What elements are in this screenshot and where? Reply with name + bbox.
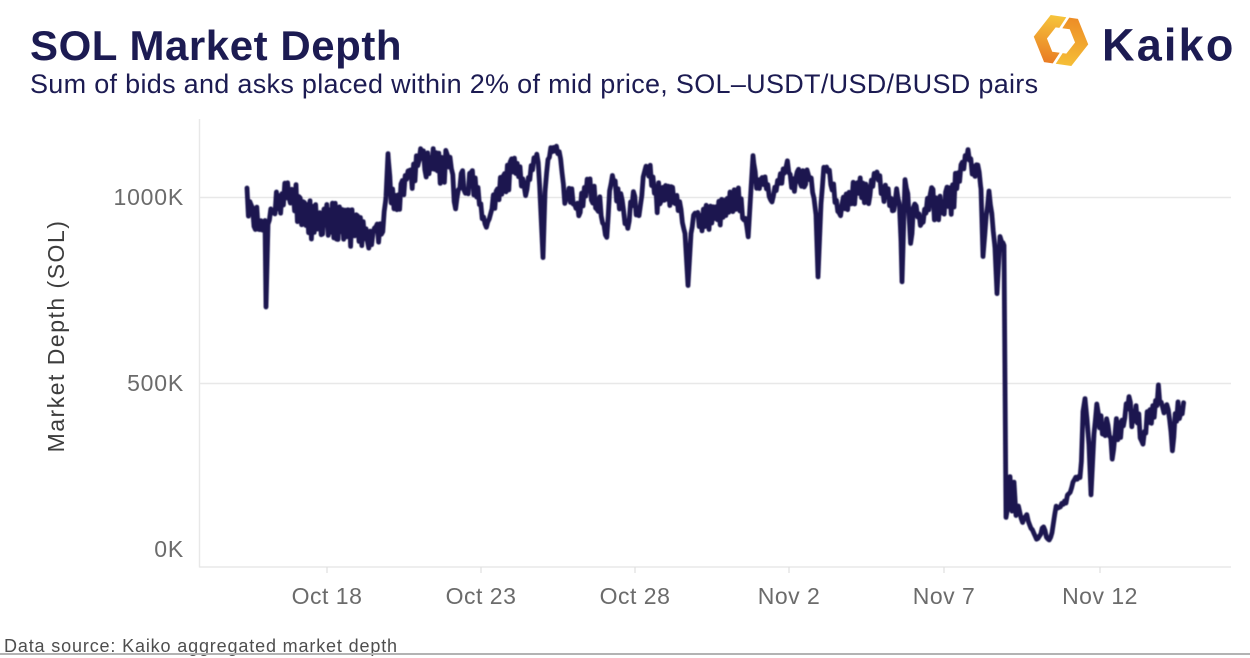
svg-text:Nov 7: Nov 7 <box>913 583 976 609</box>
svg-text:500K: 500K <box>127 370 184 396</box>
svg-text:Oct 28: Oct 28 <box>600 583 671 609</box>
svg-text:Oct 18: Oct 18 <box>292 583 363 609</box>
svg-text:Nov 2: Nov 2 <box>758 583 821 609</box>
svg-text:Nov 12: Nov 12 <box>1062 583 1138 609</box>
svg-text:Market Depth (SOL): Market Depth (SOL) <box>43 220 69 453</box>
svg-text:Oct 23: Oct 23 <box>446 583 517 609</box>
svg-text:Kaiko: Kaiko <box>1102 20 1236 71</box>
svg-text:0K: 0K <box>154 536 184 562</box>
svg-text:1000K: 1000K <box>113 184 184 210</box>
